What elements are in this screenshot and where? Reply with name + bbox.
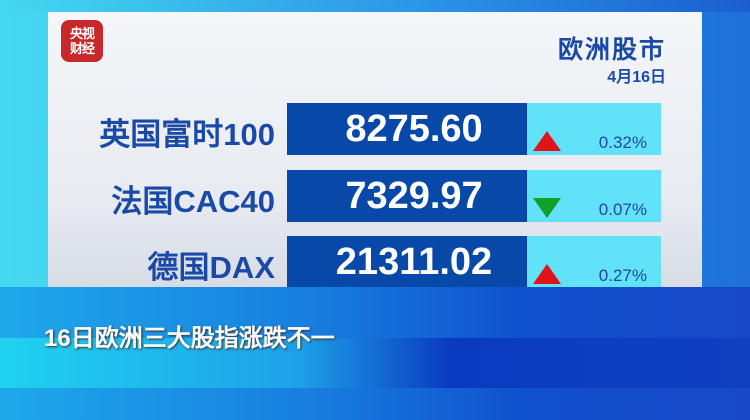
index-name: 法国CAC40 xyxy=(111,184,275,219)
index-change: 0.32% xyxy=(527,103,661,155)
up-arrow-icon xyxy=(533,131,561,151)
logo-line1: 央视 xyxy=(69,26,95,41)
panel-date: 4月16日 xyxy=(607,69,666,86)
index-change: 0.07% xyxy=(527,170,661,222)
index-row: 法国CAC40 7329.97 0.07% xyxy=(0,170,750,222)
index-row: 德国DAX 21311.02 0.27% xyxy=(0,236,750,288)
index-change: 0.27% xyxy=(527,236,661,288)
index-row: 英国富时100 8275.60 0.32% xyxy=(0,103,750,155)
index-name: 英国富时100 xyxy=(99,117,275,152)
banner-band xyxy=(0,338,750,388)
down-arrow-icon xyxy=(533,198,561,218)
up-arrow-icon xyxy=(533,264,561,284)
cctv-finance-logo: 央视 财经 xyxy=(61,20,103,62)
change-percent: 0.07% xyxy=(598,200,647,219)
index-name: 德国DAX xyxy=(147,250,275,285)
index-value: 7329.97 xyxy=(287,170,527,222)
index-value: 8275.60 xyxy=(287,103,527,155)
top-strip xyxy=(0,0,750,12)
subtitle-caption: 16日欧洲三大股指涨跌不一 xyxy=(44,325,335,352)
index-value: 21311.02 xyxy=(287,236,527,288)
change-percent: 0.32% xyxy=(598,133,647,152)
panel-title: 欧洲股市 xyxy=(557,36,666,64)
logo-line2: 财经 xyxy=(69,41,95,56)
change-percent: 0.27% xyxy=(598,266,647,285)
